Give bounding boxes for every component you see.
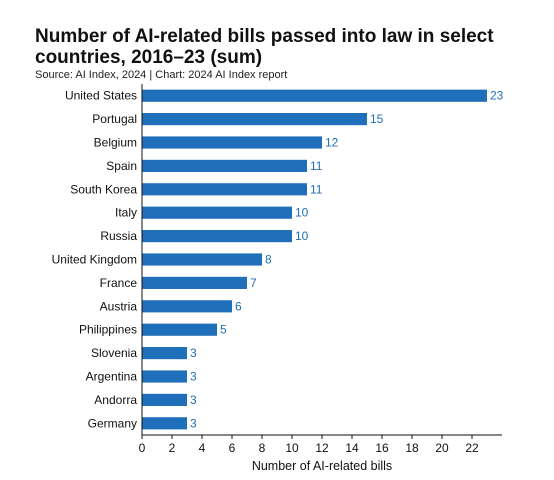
value-label-united-states: 23 [490,89,504,103]
category-label-russia: Russia [100,229,137,243]
value-label-andorra: 3 [190,393,197,407]
category-label-argentina: Argentina [86,370,138,384]
x-tick-label-0: 0 [139,441,146,455]
bar-germany [142,417,187,430]
value-label-south-korea: 11 [310,182,323,196]
x-ticks-group: 0 2 4 6 8 10 12 14 16 18 20 22 [139,435,479,455]
value-label-argentina: 3 [190,370,197,384]
category-label-south-korea: South Korea [70,182,137,196]
bar-italy [142,206,292,219]
x-tick-label-14: 14 [345,441,359,455]
value-label-austria: 6 [235,299,242,313]
x-tick-label-8: 8 [259,441,266,455]
x-tick-label-20: 20 [435,441,449,455]
category-label-france: France [100,276,138,290]
value-label-philippines: 5 [220,323,227,337]
category-label-slovenia: Slovenia [91,346,137,360]
category-label-andorra: Andorra [94,393,137,407]
value-label-belgium: 12 [325,136,339,150]
bars-group [142,89,487,430]
bar-slovenia [142,347,187,360]
category-label-united-states: United States [65,89,137,103]
bar-andorra [142,393,187,406]
x-tick-label-10: 10 [285,441,299,455]
value-label-germany: 3 [190,416,197,430]
bar-spain [142,159,307,172]
category-label-philippines: Philippines [79,323,137,337]
bar-belgium [142,136,322,149]
bar-argentina [142,370,187,383]
chart-title: Number of AI-related bills passed into l… [35,26,494,68]
x-tick-label-12: 12 [315,441,329,455]
bar-united-states [142,89,487,102]
category-label-portugal: Portugal [92,112,137,126]
category-label-austria: Austria [100,299,138,313]
bar-austria [142,300,232,313]
value-label-portugal: 15 [370,112,384,126]
chart-source: Source: AI Index, 2024 | Chart: 2024 AI … [35,69,288,81]
bar-france [142,276,247,289]
category-label-belgium: Belgium [94,136,137,150]
bar-russia [142,230,292,243]
bar-philippines [142,323,217,336]
bar-south-korea [142,183,307,196]
value-label-france: 7 [250,276,257,290]
category-label-germany: Germany [88,416,137,430]
x-axis-label: Number of AI-related bills [252,459,392,473]
category-labels-group: United States Portugal Belgium Spain South K… [52,89,138,431]
value-label-italy: 10 [295,206,309,220]
x-tick-label-18: 18 [405,441,419,455]
value-label-slovenia: 3 [190,346,197,360]
bar-portugal [142,113,367,126]
bar-united-kingdom [142,253,262,266]
category-label-spain: Spain [106,159,137,173]
x-tick-label-4: 4 [199,441,206,455]
value-label-united-kingdom: 8 [265,253,272,267]
x-tick-label-22: 22 [465,441,479,455]
category-label-italy: Italy [115,206,137,220]
value-label-spain: 11 [310,159,323,173]
category-label-united-kingdom: United Kingdom [52,253,137,267]
value-label-russia: 10 [295,229,309,243]
x-tick-label-2: 2 [169,441,176,455]
x-tick-label-6: 6 [229,441,236,455]
x-tick-label-16: 16 [375,441,389,455]
